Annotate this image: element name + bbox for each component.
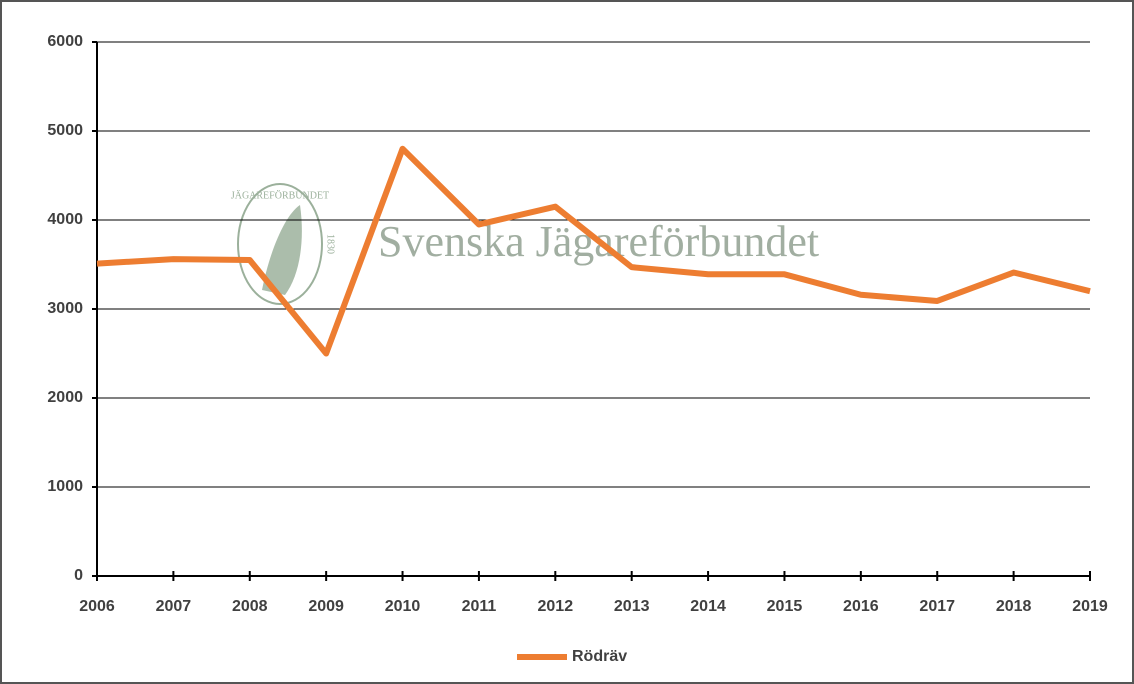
x-tick-label: 2017	[919, 598, 955, 615]
x-tick-label: 2015	[767, 598, 803, 615]
x-tick-label: 2006	[79, 598, 115, 615]
x-tick-label: 2014	[690, 598, 726, 615]
y-tick-label: 2000	[47, 389, 83, 406]
legend-label: Rödräv	[572, 648, 627, 665]
logo-year: 1830	[325, 234, 336, 254]
logo-text: JÄGAREFÖRBUNDET	[231, 189, 329, 201]
y-tick-label: 6000	[47, 33, 83, 50]
y-tick-label: 0	[74, 567, 83, 584]
x-tick-label: 2008	[232, 598, 268, 615]
x-tick-label: 2007	[156, 598, 192, 615]
x-tick-label: 2019	[1072, 598, 1108, 615]
x-tick-label: 2010	[385, 598, 421, 615]
y-tick-label: 1000	[47, 478, 83, 495]
watermark-logo: JÄGAREFÖRBUNDET 1830	[231, 183, 336, 305]
y-tick-label: 4000	[47, 211, 83, 228]
x-tick-label: 2016	[843, 598, 879, 615]
x-tick-label: 2012	[538, 598, 574, 615]
x-tick-label: 2009	[308, 598, 344, 615]
y-tick-label: 5000	[47, 122, 83, 139]
y-tick-label: 3000	[47, 300, 83, 317]
x-tick-label: 2018	[996, 598, 1032, 615]
x-tick-label: 2011	[462, 598, 497, 615]
x-tick-label: 2013	[614, 598, 650, 615]
data-line	[96, 145, 1091, 357]
